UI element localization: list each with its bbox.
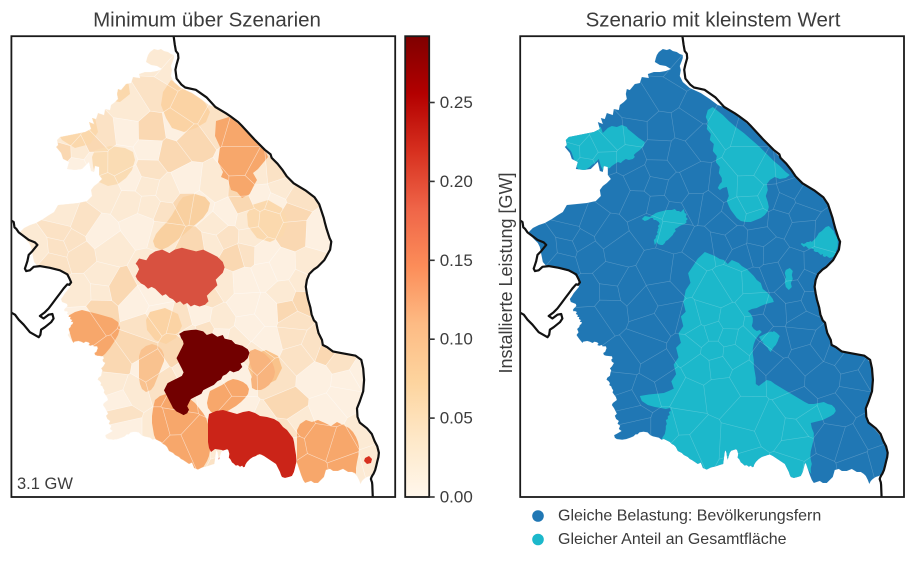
svg-text:0.25: 0.25 [440, 93, 473, 112]
svg-text:3.1 GW: 3.1 GW [17, 475, 73, 493]
svg-text:Gleiche Belastung: Bevölkerung: Gleiche Belastung: Bevölkerungsfern [558, 508, 821, 525]
svg-text:0.05: 0.05 [440, 409, 473, 428]
svg-text:0.20: 0.20 [440, 172, 473, 191]
svg-text:Szenario mit kleinstem Wert: Szenario mit kleinstem Wert [586, 9, 841, 32]
svg-text:0.00: 0.00 [440, 488, 473, 507]
svg-text:0.10: 0.10 [440, 330, 473, 349]
svg-text:Minimum über Szenarien: Minimum über Szenarien [93, 9, 321, 32]
svg-text:Installierte Leistung [GW]: Installierte Leistung [GW] [496, 172, 516, 373]
svg-text:0.15: 0.15 [440, 251, 473, 270]
svg-text:Gleicher Anteil an Gesamtfläch: Gleicher Anteil an Gesamtfläche [558, 531, 787, 548]
